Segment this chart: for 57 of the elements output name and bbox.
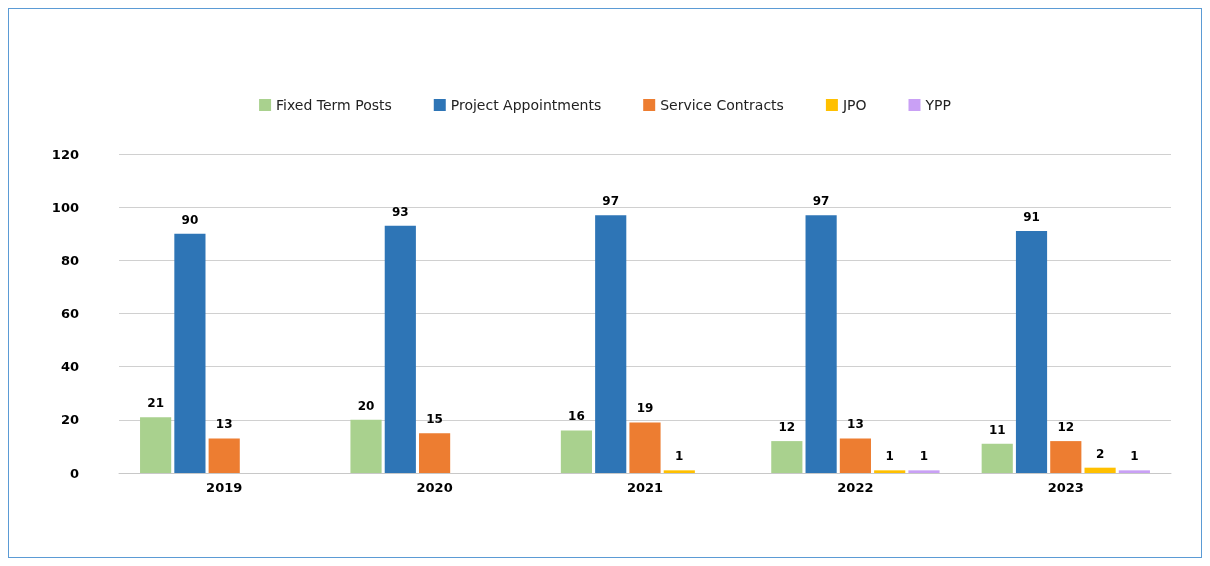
y-tick-label: 100 [51,199,79,215]
data-label: 13 [215,417,233,432]
data-label: 97 [812,194,830,209]
data-label: 13 [847,417,864,432]
bar [1015,231,1048,473]
data-label: 1 [885,449,894,464]
y-tick-label: 120 [51,146,79,162]
legend-label: JPO [841,97,867,113]
bar [350,419,382,473]
bar [208,438,240,473]
y-tick-label: 20 [60,412,79,428]
data-label: 21 [147,396,164,411]
x-tick-label: 2023 [1047,480,1084,495]
data-label: 1 [919,449,929,464]
bar [839,438,871,473]
bar [140,417,172,473]
data-label: 97 [602,194,620,209]
data-label: 1 [675,449,684,464]
data-label: 93 [391,204,409,219]
x-tick-label: 2022 [837,480,874,495]
data-label: 15 [426,412,443,427]
x-tick-label: 2021 [626,480,664,495]
x-tick-label: 2020 [416,480,453,495]
y-tick-label: 80 [60,252,79,268]
data-label: 12 [778,420,796,435]
bar [981,443,1013,473]
bar [629,422,661,473]
y-tick-label: 0 [69,465,79,481]
data-label: 11 [988,422,1006,437]
bar [771,441,803,473]
bar [419,433,451,473]
bar [595,215,627,473]
bar [174,233,206,473]
legend-label: Fixed Term Posts [276,97,392,113]
legend-label: YPP [924,97,951,113]
data-label: 91 [1023,210,1040,225]
bar [805,215,837,473]
legend-label: Project Appointments [450,97,602,113]
data-label: 1 [1130,449,1139,464]
data-label: 12 [1057,420,1075,435]
bar [560,430,593,473]
y-tick-label: 40 [60,359,79,375]
x-tick-label: 2019 [206,480,243,495]
bar [1084,467,1116,473]
bar [1118,470,1150,473]
data-label: 90 [181,212,199,227]
bar [908,470,940,473]
data-label: 16 [568,409,585,424]
legend-label: Service Contracts [660,97,784,113]
data-label: 2 [1095,446,1105,461]
bar [663,470,695,473]
bar [874,470,906,473]
data-label: 20 [357,398,375,413]
bar [1050,441,1082,473]
data-label: 19 [636,401,654,416]
bar [384,225,416,473]
y-tick-label: 60 [60,306,79,321]
